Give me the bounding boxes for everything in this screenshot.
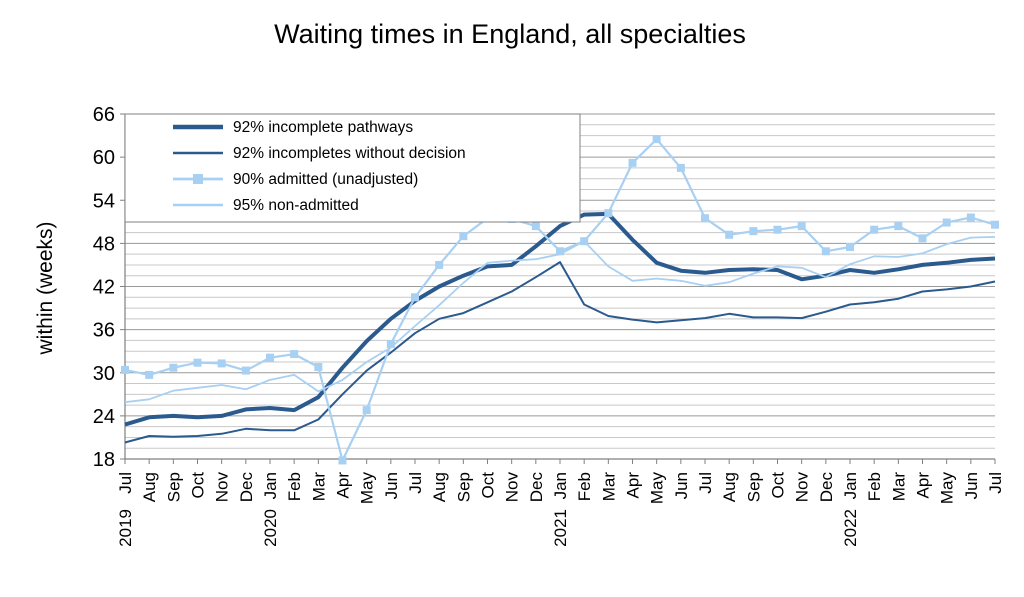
x-tick-label: Feb [285, 472, 304, 501]
y-tick-label: 30 [93, 363, 115, 385]
data-point [266, 353, 274, 362]
x-tick-label: Dec [527, 472, 546, 503]
data-point [386, 340, 395, 348]
y-tick-label: 18 [93, 449, 115, 471]
data-point [241, 366, 250, 375]
y-tick-label: 42 [93, 277, 115, 299]
data-point [145, 370, 154, 379]
legend-marker [193, 174, 203, 184]
x-tick-label: Sep [454, 472, 473, 502]
x-tick-label: Feb [575, 472, 594, 501]
data-point [797, 222, 806, 231]
data-point [918, 234, 927, 243]
x-tick-label: Apr [914, 472, 933, 499]
x-tick-label: Dec [237, 472, 256, 503]
x-tick-label: Aug [430, 472, 449, 502]
x-tick-label: May [358, 472, 377, 505]
x-tick-label: Aug [140, 472, 159, 502]
y-tick-label: 24 [93, 406, 115, 428]
data-point [870, 225, 879, 234]
x-tick-label: May [648, 472, 667, 505]
x-tick-label: Jul [696, 472, 715, 494]
data-point [556, 247, 564, 256]
data-point [846, 242, 854, 251]
data-point [628, 158, 637, 167]
data-point [169, 363, 178, 372]
data-point [991, 220, 999, 229]
x-tick-label: Jun [382, 472, 401, 499]
x-tick-label: Nov [793, 472, 812, 503]
legend-label: 90% admitted (unadjusted) [233, 171, 418, 188]
chart-title: Waiting times in England, all specialtie… [274, 19, 746, 49]
data-point [290, 350, 299, 359]
y-tick-label: 36 [93, 320, 115, 342]
axes: 18 24 30 36 42 48 54 60 66 Jul Aug Sep Oct Nov Dec Jan F… [93, 104, 1005, 547]
x-tick-label: Dec [817, 472, 836, 503]
data-point [459, 232, 468, 241]
data-point [821, 247, 830, 256]
series-line [124, 261, 996, 444]
data-point [314, 363, 323, 371]
y-tick-label: 48 [93, 233, 115, 255]
x-tick-label: Jun [962, 472, 981, 499]
x-year-label: 2019 [116, 509, 135, 547]
data-point [531, 222, 540, 231]
x-tick-label: May [938, 472, 957, 505]
x-tick-label: Jan [261, 472, 280, 499]
data-point [604, 209, 613, 218]
x-tick-label: Jan [551, 472, 570, 499]
x-tick-label: Jan [841, 472, 860, 499]
data-point [435, 260, 444, 269]
x-year-label: 2021 [551, 509, 570, 547]
x-year-label: 2020 [261, 509, 280, 547]
x-tick-label: Jul [406, 472, 425, 494]
legend-label: 92% incomplete pathways [233, 119, 413, 136]
legend-label: 92% incompletes without decision [233, 145, 466, 162]
series-layer [121, 135, 999, 465]
series-line [124, 236, 996, 404]
legend-label: 95% non-admitted [233, 197, 359, 214]
data-point [894, 222, 903, 231]
y-tick-label: 54 [93, 190, 115, 212]
x-tick-label: Jul [986, 472, 1005, 494]
x-tick-label: Jun [672, 472, 691, 499]
data-point [193, 358, 202, 367]
legend: 92% incomplete pathways 92% incompletes w… [124, 113, 581, 223]
y-axis-label: within (weeks) [34, 221, 57, 355]
x-tick-label: Apr [334, 472, 353, 499]
data-point [217, 359, 226, 368]
x-tick-label: Apr [624, 472, 643, 499]
x-tick-label: Oct [769, 472, 788, 499]
data-point [725, 230, 734, 239]
x-tick-label: Mar [889, 472, 908, 502]
x-tick-label: Oct [479, 472, 498, 499]
x-tick-label: Aug [720, 472, 739, 502]
data-point [362, 406, 371, 415]
x-tick-label: Oct [189, 472, 208, 499]
x-tick-label: Nov [213, 472, 232, 503]
x-tick-label: Nov [503, 472, 522, 503]
data-point [411, 293, 419, 302]
x-tick-label: Feb [865, 472, 884, 501]
x-tick-label: Sep [164, 472, 183, 502]
y-tick-label: 60 [93, 147, 115, 169]
data-point [966, 213, 975, 222]
series-line [124, 211, 996, 427]
data-point [676, 163, 685, 172]
data-point [701, 214, 709, 223]
y-tick-label: 66 [93, 104, 115, 126]
x-tick-label: Jul [116, 472, 135, 494]
x-tick-label: Mar [599, 472, 618, 502]
data-point [942, 218, 951, 227]
x-tick-label: Sep [744, 472, 763, 502]
data-point [652, 135, 661, 144]
data-point [749, 227, 758, 236]
data-point [338, 456, 347, 465]
x-year-label: 2022 [841, 509, 860, 547]
data-point [773, 225, 782, 234]
data-point [121, 365, 129, 374]
x-tick-label: Mar [309, 472, 328, 502]
